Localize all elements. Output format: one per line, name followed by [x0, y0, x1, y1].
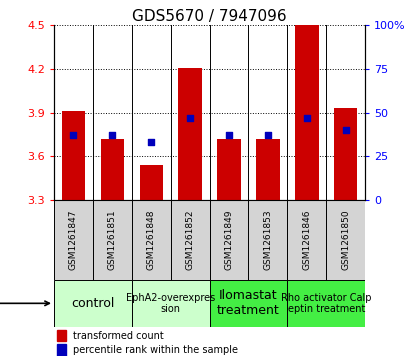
Text: GSM1261851: GSM1261851 — [108, 209, 117, 270]
Bar — [93, 200, 132, 280]
Bar — [256, 139, 280, 200]
Bar — [217, 139, 241, 200]
Bar — [57, 344, 66, 356]
Text: EphA2-overexpres
sion: EphA2-overexpres sion — [126, 293, 215, 314]
Text: GSM1261847: GSM1261847 — [69, 209, 78, 270]
Bar — [171, 200, 210, 280]
Bar — [287, 200, 326, 280]
Text: transformed count: transformed count — [73, 331, 164, 341]
Point — [342, 127, 349, 133]
Text: protocol: protocol — [0, 298, 49, 308]
Bar — [62, 111, 85, 200]
Bar — [210, 200, 249, 280]
Text: GSM1261853: GSM1261853 — [264, 209, 272, 270]
Text: Rho activator Calp
eptin treatment: Rho activator Calp eptin treatment — [281, 293, 371, 314]
Bar — [326, 200, 365, 280]
Bar — [295, 24, 319, 200]
Point — [109, 132, 116, 138]
Text: GSM1261849: GSM1261849 — [225, 209, 234, 270]
Bar — [178, 68, 202, 200]
Point — [265, 132, 271, 138]
Bar — [249, 200, 287, 280]
Point — [303, 115, 310, 121]
Bar — [54, 200, 93, 280]
Text: percentile rank within the sample: percentile rank within the sample — [73, 345, 238, 355]
Text: GSM1261846: GSM1261846 — [303, 209, 311, 270]
Text: control: control — [71, 297, 115, 310]
Point — [148, 139, 154, 145]
Text: GSM1261848: GSM1261848 — [147, 209, 156, 270]
Point — [187, 115, 193, 121]
Bar — [334, 109, 357, 200]
Text: Ilomastat
treatment: Ilomastat treatment — [217, 289, 280, 317]
Bar — [101, 139, 124, 200]
Bar — [132, 280, 210, 327]
Bar — [132, 200, 171, 280]
Bar — [210, 280, 287, 327]
Point — [70, 132, 77, 138]
Bar — [57, 330, 66, 342]
Bar — [54, 280, 132, 327]
Bar — [287, 280, 365, 327]
Point — [226, 132, 232, 138]
Title: GDS5670 / 7947096: GDS5670 / 7947096 — [132, 9, 287, 24]
Text: GSM1261850: GSM1261850 — [341, 209, 350, 270]
Text: GSM1261852: GSM1261852 — [186, 209, 195, 270]
Bar — [139, 165, 163, 200]
